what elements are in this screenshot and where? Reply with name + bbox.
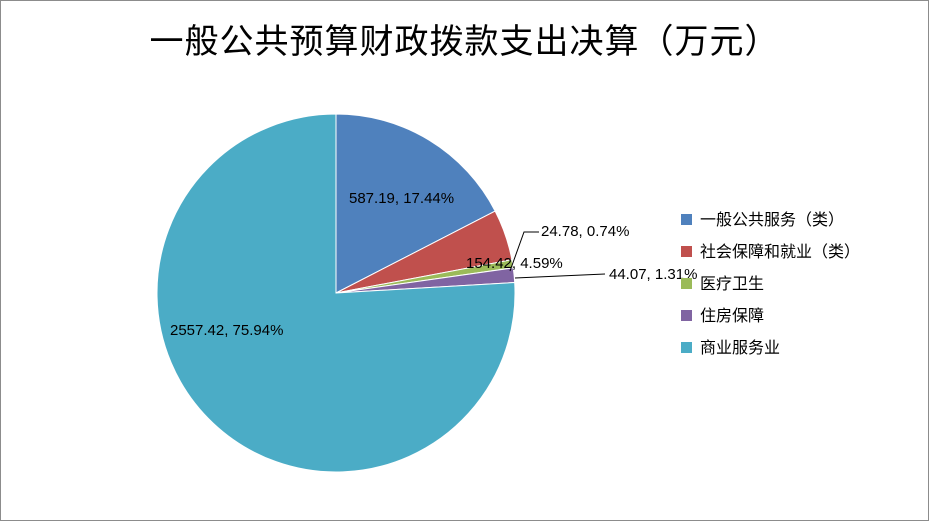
chart-title: 一般公共预算财政拨款支出决算（万元） — [149, 22, 780, 62]
data-label-5: 2557.42, 75.94% — [170, 322, 283, 339]
legend-swatch-4 — [681, 310, 692, 321]
pie-slice-1 — [335, 113, 496, 294]
legend-label-5: 商业服务业 — [700, 338, 780, 357]
legend-swatch-3 — [681, 278, 692, 289]
pie-slices — [156, 113, 516, 473]
legend-label-4: 住房保障 — [700, 306, 764, 325]
legend-swatch-5 — [681, 342, 692, 353]
data-label-3: 24.78, 0.74% — [541, 223, 629, 240]
legend-swatch-2 — [681, 246, 692, 257]
pie-slice-5 — [156, 113, 516, 473]
legend-label-1: 一般公共服务（类） — [700, 210, 844, 229]
legend-swatch-1 — [681, 214, 692, 225]
legend-label-2: 社会保障和就业（类） — [700, 242, 860, 261]
data-label-4: 44.07, 1.31% — [609, 266, 697, 283]
data-label-2: 154.42, 4.59% — [466, 255, 563, 272]
legend-label-3: 医疗卫生 — [700, 274, 764, 293]
leader-lines — [509, 231, 606, 279]
data-labels: 587.19, 17.44% 154.42, 4.59% 24.78, 0.74% 4… — [170, 190, 697, 339]
data-label-1: 587.19, 17.44% — [349, 190, 454, 207]
leader-line-3 — [509, 231, 539, 272]
leader-line-4 — [514, 273, 606, 279]
